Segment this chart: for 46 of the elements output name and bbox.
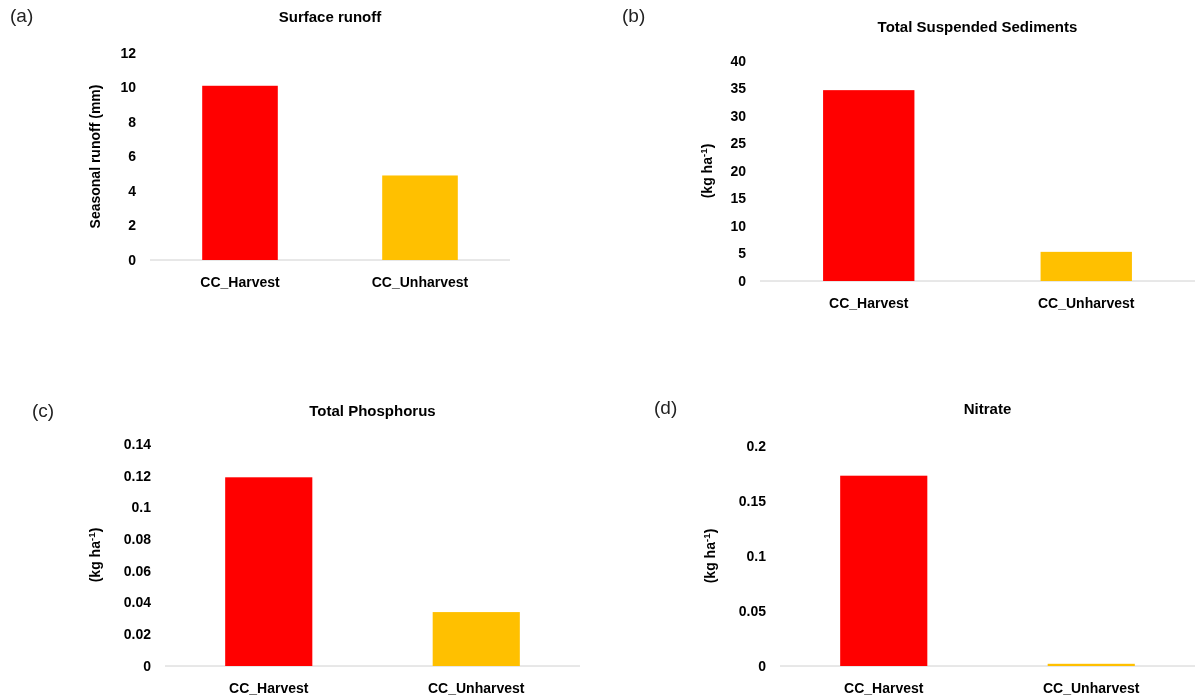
chart-title: Nitrate <box>963 400 1012 417</box>
text: (c) <box>32 400 55 421</box>
x-tick-label: CC_Harvest <box>829 295 909 311</box>
chart-title: Total Suspended Sediments <box>877 18 1078 35</box>
y-tick-label: 5 <box>738 245 747 262</box>
y-tick-label: 0.02 <box>123 626 152 643</box>
y-tick-label: 30 <box>730 107 747 124</box>
y-tick-label: 35 <box>730 80 747 97</box>
y-tick-label: 2 <box>128 217 137 234</box>
y-tick-label: 20 <box>730 162 747 179</box>
y-tick-label: 10 <box>730 217 747 234</box>
y-tick-label: 0.12 <box>123 467 152 484</box>
y-tick-label: 0.14 <box>123 435 152 452</box>
y-tick-label: 0.1 <box>746 547 767 564</box>
y-tick-label: 15 <box>730 190 747 207</box>
y-axis-title: Seasonal runoff (mm) <box>87 84 103 229</box>
text: (b) <box>622 5 646 26</box>
y-tick-label: 0.2 <box>746 437 767 454</box>
chart-title: Surface runoff <box>278 8 383 25</box>
x-tick-label: CC_Harvest <box>200 274 281 290</box>
y-tick-label: 4 <box>128 182 137 199</box>
x-tick-label: CC_Unharvest <box>428 680 525 696</box>
y-tick-label: 8 <box>128 113 137 130</box>
y-tick-label: 0.08 <box>123 531 152 548</box>
y-tick-label: 0.1 <box>131 499 152 516</box>
y-tick-label: 6 <box>128 148 137 165</box>
text: (d) <box>654 397 678 418</box>
chart-title: Total Phosphorus <box>309 402 436 419</box>
y-tick-label: 0.06 <box>123 562 152 579</box>
y-tick-label: 0.15 <box>738 492 767 509</box>
x-tick-label: CC_Harvest <box>844 680 924 696</box>
y-tick-label: 0 <box>143 657 152 674</box>
y-tick-label: 0.05 <box>738 602 767 619</box>
x-tick-label: CC_Unharvest <box>371 274 469 290</box>
y-tick-label: 0.04 <box>123 594 152 611</box>
x-tick-label: CC_Unharvest <box>1038 295 1135 311</box>
y-tick-label: 12 <box>120 44 137 61</box>
x-tick-label: CC_Harvest <box>229 680 309 696</box>
y-tick-label: 10 <box>120 79 137 96</box>
x-tick-label: CC_Unharvest <box>1043 680 1140 696</box>
y-tick-label: 40 <box>730 52 747 69</box>
y-tick-label: 25 <box>730 135 747 152</box>
text: (a) <box>10 5 34 26</box>
y-tick-label: 0 <box>128 251 137 268</box>
y-tick-label: 0 <box>758 657 767 674</box>
y-tick-label: 0 <box>738 272 747 289</box>
